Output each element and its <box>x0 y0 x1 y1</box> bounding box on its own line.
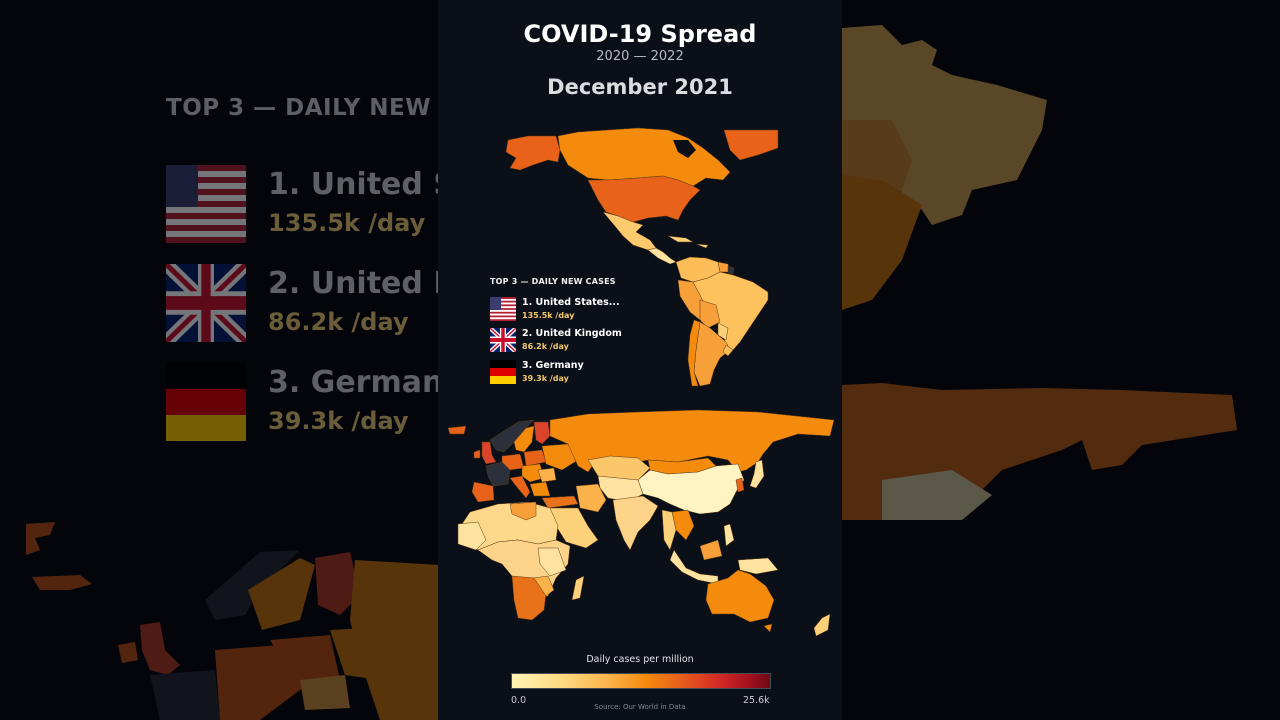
region-spain <box>471 481 495 503</box>
background-country-value: 39.3k /day <box>268 407 409 435</box>
region-poland <box>523 449 547 467</box>
region-china <box>637 463 745 515</box>
legend-row-3: 3. Germany 39.3k /day <box>490 360 650 386</box>
region-central-america <box>647 247 677 265</box>
legend-country-name: 2. United Kingdom <box>522 328 622 339</box>
top3-legend: TOP 3 — DAILY NEW CASES 1. United States… <box>490 277 622 384</box>
region-libya <box>509 501 537 521</box>
current-frame-date: December 2021 <box>547 75 733 99</box>
region-greenland <box>723 129 779 161</box>
region-thailand <box>671 509 695 541</box>
background-legend: TOP 3 — DAILY NEW 1. United S 135.5k /da… <box>166 95 457 441</box>
region-germany <box>501 453 525 471</box>
colorbar-label: Daily cases per million <box>586 654 694 665</box>
colorbar-gradient <box>511 673 771 689</box>
region-india <box>612 495 659 551</box>
background-country-value: 135.5k /day <box>268 209 426 237</box>
colorbar-min-label: 0.0 <box>511 695 527 706</box>
region-iran <box>575 483 607 513</box>
legend-row-1: 1. United States... 135.5k /day <box>490 297 650 323</box>
legend-country-value: 86.2k /day <box>522 342 569 351</box>
region-finland <box>533 421 551 445</box>
region-chile <box>687 319 701 387</box>
region-australia <box>705 569 775 623</box>
colorbar-max-label: 25.6k <box>743 695 770 706</box>
region-alaska <box>505 135 561 171</box>
uk-flag-icon <box>490 328 516 352</box>
background-country-name: 1. United S <box>268 167 455 202</box>
page-title: COVID-19 Spread <box>523 20 757 48</box>
background-country-name: 2. United K <box>268 266 457 301</box>
region-bolivia <box>699 299 721 329</box>
germany-flag-icon <box>490 360 516 384</box>
uk-flag-icon <box>166 264 246 342</box>
background-europe-map <box>26 522 440 720</box>
germany-flag-icon <box>166 363 246 441</box>
us-flag-icon <box>490 297 516 321</box>
eastern-hemisphere-map <box>447 409 835 637</box>
background-legend-title: TOP 3 — DAILY NEW <box>166 95 432 121</box>
region-sweden <box>513 425 535 453</box>
source-credit: Source: Our World in Data <box>594 703 686 711</box>
region-mexico <box>602 211 657 251</box>
background-americas-map <box>842 25 1237 520</box>
region-usa <box>587 175 701 223</box>
legend-country-value: 135.5k /day <box>522 311 575 320</box>
background-country-name: 3. German <box>268 365 444 400</box>
video-panel: COVID-19 Spread 2020 — 2022 December 202… <box>438 0 842 720</box>
legend-row-2: 2. United Kingdom 86.2k /day <box>490 328 650 354</box>
background-country-value: 86.2k /day <box>268 308 409 336</box>
legend-country-name: 1. United States... <box>522 297 620 308</box>
region-uk <box>481 441 497 465</box>
legend-title: TOP 3 — DAILY NEW CASES <box>490 277 616 286</box>
region-turkey <box>541 495 579 509</box>
date-range: 2020 — 2022 <box>596 49 684 64</box>
region-madagascar <box>571 575 585 601</box>
americas-map <box>505 127 779 387</box>
us-flag-icon <box>166 165 246 243</box>
legend-country-value: 39.3k /day <box>522 374 569 383</box>
region-italy <box>509 475 531 499</box>
legend-country-name: 3. Germany <box>522 360 584 371</box>
